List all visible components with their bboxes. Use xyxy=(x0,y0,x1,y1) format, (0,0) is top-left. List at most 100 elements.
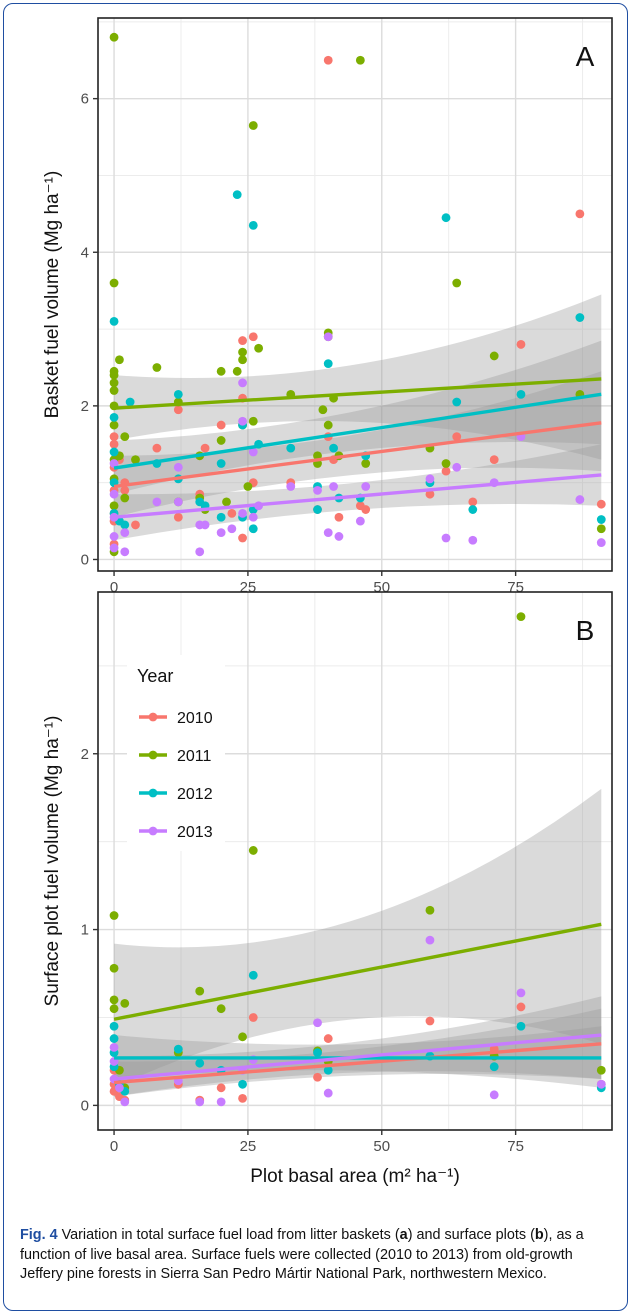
data-point-2011 xyxy=(120,432,130,441)
data-point-2013 xyxy=(425,935,435,945)
data-point-2012 xyxy=(232,190,242,200)
data-point-2012 xyxy=(516,389,526,399)
y-axis-label: Basket fuel volume (Mg ha⁻¹) xyxy=(42,171,63,419)
y-tick-label: 0 xyxy=(81,1097,89,1114)
data-point-2010 xyxy=(109,439,119,449)
data-point-2012 xyxy=(329,443,338,453)
data-point-2010 xyxy=(238,336,247,345)
data-point-2013 xyxy=(115,1083,124,1093)
data-point-2011 xyxy=(131,455,140,465)
data-point-2010 xyxy=(200,443,210,453)
data-point-2012 xyxy=(452,397,462,407)
data-point-2010 xyxy=(425,489,435,499)
data-point-2012 xyxy=(120,520,130,530)
data-point-2013 xyxy=(109,459,119,468)
data-point-2012 xyxy=(441,213,451,223)
x-tick-label: 75 xyxy=(507,1138,524,1155)
confidence-band-2012 xyxy=(114,340,602,495)
data-point-2013 xyxy=(441,533,451,543)
data-point-2011 xyxy=(109,995,119,1005)
data-point-2012 xyxy=(248,970,258,980)
data-point-2010 xyxy=(173,405,183,415)
data-point-2011 xyxy=(238,355,247,365)
legend-title: Year xyxy=(137,666,173,686)
data-point-2010 xyxy=(596,499,606,509)
data-point-2011 xyxy=(109,278,119,288)
data-point-2011 xyxy=(232,366,242,376)
data-point-2010 xyxy=(575,209,585,219)
data-point-2010 xyxy=(323,1034,333,1043)
y-tick-label: 2 xyxy=(81,398,89,415)
panel-label: B xyxy=(576,615,595,646)
data-point-2011 xyxy=(248,416,258,426)
data-point-2013 xyxy=(238,378,247,388)
confidence-band-2013 xyxy=(114,444,602,541)
data-point-2013 xyxy=(425,474,435,484)
data-point-2013 xyxy=(152,497,162,507)
y-tick-label: 0 xyxy=(81,551,89,568)
data-point-2012 xyxy=(216,459,226,468)
data-point-2013 xyxy=(227,524,237,534)
data-point-2012 xyxy=(248,220,258,230)
data-point-2013 xyxy=(468,535,478,545)
data-point-2013 xyxy=(355,516,365,526)
data-point-2013 xyxy=(286,482,296,491)
x-tick-label: 25 xyxy=(240,1138,257,1155)
data-point-2011 xyxy=(216,436,226,445)
data-point-2013 xyxy=(323,528,333,537)
data-point-2010 xyxy=(361,505,371,514)
data-point-2012 xyxy=(173,389,183,399)
caption-part: ), as a function of live basal area. Sur… xyxy=(20,1227,584,1283)
legend-key-dot xyxy=(148,788,158,798)
data-point-2010 xyxy=(227,508,237,518)
trend-line-2012 xyxy=(113,392,602,470)
data-point-2013 xyxy=(313,1018,322,1028)
confidence-band-2011 xyxy=(114,294,602,460)
confidence-band-2010 xyxy=(114,1008,602,1097)
data-point-2010 xyxy=(425,1016,435,1026)
data-point-2011 xyxy=(109,501,119,511)
data-point-2012 xyxy=(516,1021,526,1031)
confidence-band-2011 xyxy=(114,788,602,1088)
data-point-2010 xyxy=(109,432,119,441)
data-point-2012 xyxy=(489,1062,499,1072)
data-point-2011 xyxy=(109,378,119,388)
data-point-2011 xyxy=(318,405,328,415)
caption-label: Fig. 4 xyxy=(20,1227,58,1243)
data-point-2011 xyxy=(109,32,119,42)
legend-entry-label: 2012 xyxy=(177,786,213,803)
confidence-band-2010 xyxy=(114,371,602,518)
data-point-2013 xyxy=(248,512,258,522)
data-point-2011 xyxy=(516,612,526,622)
data-point-2013 xyxy=(329,482,338,491)
data-point-2012 xyxy=(323,359,333,369)
data-point-2011 xyxy=(238,347,247,357)
data-point-2010 xyxy=(173,512,183,522)
x-axis-label: Plot basal area (m² ha⁻¹) xyxy=(250,1166,460,1187)
data-point-2011 xyxy=(216,366,226,376)
data-point-2012 xyxy=(109,412,119,422)
panel-label: A xyxy=(576,41,595,72)
data-point-2011 xyxy=(596,524,606,534)
data-point-2010 xyxy=(489,455,499,465)
data-point-2010 xyxy=(152,443,162,453)
data-point-2010 xyxy=(120,485,130,495)
caption-part: Variation in total surface fuel load fro… xyxy=(57,1227,400,1243)
x-tick-label: 0 xyxy=(110,579,118,596)
data-point-2013 xyxy=(489,1090,499,1100)
data-point-2012 xyxy=(125,397,135,407)
data-point-2010 xyxy=(323,55,333,65)
data-point-2011 xyxy=(152,363,162,372)
data-point-2011 xyxy=(109,911,119,920)
data-point-2013 xyxy=(575,495,585,504)
y-tick-label: 1 xyxy=(81,922,89,939)
legend-key-dot xyxy=(148,712,158,722)
data-point-2013 xyxy=(195,1097,205,1107)
data-point-2012 xyxy=(109,316,119,326)
data-point-2013 xyxy=(109,532,119,541)
data-point-2011 xyxy=(361,459,371,468)
data-point-2013 xyxy=(596,538,606,547)
y-tick-label: 4 xyxy=(81,244,89,261)
data-point-2012 xyxy=(216,512,226,522)
